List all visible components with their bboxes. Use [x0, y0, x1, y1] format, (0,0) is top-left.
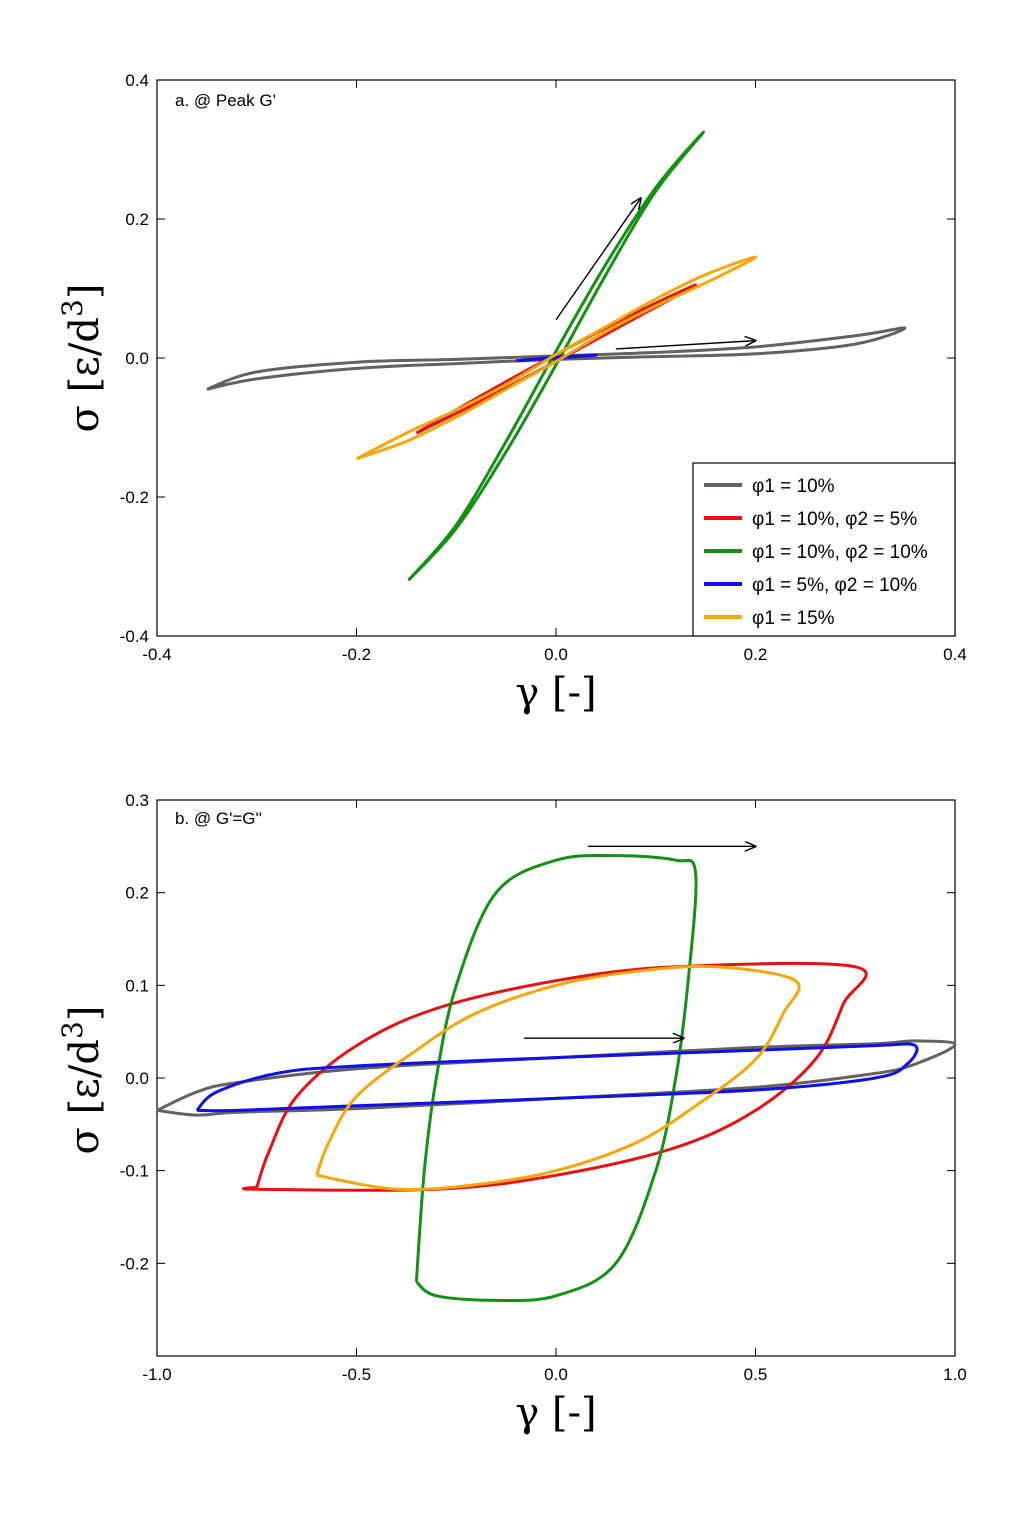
legend-label: φ1 = 10%, φ2 = 5%: [752, 509, 917, 530]
y-tick-label: -0.4: [120, 627, 149, 646]
y-axis-title-a-exp: 3: [56, 299, 89, 317]
x-tick-label: 0.4: [943, 645, 967, 664]
y-tick-label: 0.1: [125, 976, 149, 995]
y-tick-label: 0.0: [125, 1069, 149, 1088]
series-b-2: [414, 853, 698, 1303]
arrows-a: [555, 198, 756, 350]
legend-label: φ1 = 10%, φ2 = 10%: [752, 542, 928, 563]
series-b-0: [156, 1039, 957, 1117]
series-a-2: [407, 130, 706, 582]
series-a: [206, 130, 907, 582]
panel-a: a. @ Peak G' -0.4 -0.2 0.0 0.2 0.4 -0.4 -0.2 0.…: [56, 71, 967, 716]
y-axis-title-b: σ [ε/d3]: [56, 1006, 108, 1155]
series-a-0: [206, 326, 907, 391]
series-b: [156, 853, 957, 1303]
direction-arrow-a-1: [615, 341, 756, 350]
legend-label: φ1 = 5%, φ2 = 10%: [752, 575, 917, 596]
y-tick-label: -0.2: [120, 1254, 149, 1273]
panel-label-a: a. @ Peak G': [175, 91, 276, 110]
ticks-b: -1.0 -0.5 0.0 0.5 1.0 0.3 0.2 0.1 0.0 -0.1 -0.2: [120, 791, 967, 1384]
y-tick-label: 0.2: [125, 210, 149, 229]
y-tick-label: 0.2: [125, 884, 149, 903]
arrows-b: [524, 846, 755, 1038]
series-b-3: [195, 1042, 919, 1113]
y-axis-title-a-close: ]: [62, 284, 108, 300]
legend-label: φ1 = 15%: [752, 608, 835, 629]
series-b-1: [242, 961, 868, 1192]
y-tick-label: -0.1: [120, 1162, 149, 1181]
x-tick-label: 0.5: [744, 1365, 768, 1384]
direction-arrow-a-0: [555, 198, 641, 321]
series-b-4: [315, 964, 801, 1192]
x-axis-title-a: γ [-]: [515, 670, 596, 716]
y-axis-title-b-exp: 3: [56, 1021, 89, 1039]
series-a-3: [515, 353, 598, 363]
x-tick-label: 0.0: [544, 1365, 568, 1384]
series-a-4: [355, 255, 757, 461]
y-tick-label: 0.0: [125, 349, 149, 368]
y-tick-label: 0.3: [125, 791, 149, 810]
x-tick-label: 0.2: [744, 645, 768, 664]
legend: φ1 = 10% φ1 = 10%, φ2 = 5% φ1 = 10%, φ2 = …: [692, 462, 956, 637]
y-axis-title-a-main: σ [ε/d: [62, 317, 108, 432]
y-tick-label: -0.2: [120, 488, 149, 507]
x-axis-title-b: γ [-]: [515, 1390, 596, 1436]
x-tick-label: -0.5: [342, 1365, 371, 1384]
x-tick-label: 1.0: [943, 1365, 967, 1384]
panel-b: b. @ G'=G'' -1.0 -0.5 0.0 0.5 1.0 0.3 0.2 0.1 0.…: [56, 791, 967, 1436]
y-axis-title-a: σ [ε/d3]: [56, 284, 108, 433]
y-axis-title-b-main: σ [ε/d: [62, 1039, 108, 1154]
x-tick-label: -0.2: [342, 645, 371, 664]
legend-label: φ1 = 10%: [752, 476, 835, 497]
panel-label-b: b. @ G'=G'': [175, 809, 262, 828]
x-tick-label: 0.0: [544, 645, 568, 664]
x-tick-label: -1.0: [142, 1365, 171, 1384]
y-tick-label: 0.4: [125, 71, 149, 90]
y-axis-title-b-close: ]: [62, 1006, 108, 1022]
x-tick-label: -0.4: [142, 645, 171, 664]
